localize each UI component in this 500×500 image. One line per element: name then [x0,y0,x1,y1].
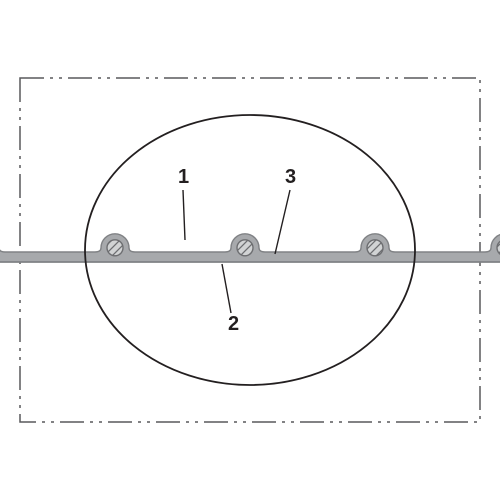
wire-cross-section [237,240,253,256]
cross-section-diagram: 1 3 2 [0,0,500,500]
wire-cross-section [367,240,383,256]
callout-label-3: 3 [285,166,296,188]
callout-label-2: 2 [228,313,239,335]
wire-cross-section [107,240,123,256]
callout-label-1: 1 [178,166,189,188]
